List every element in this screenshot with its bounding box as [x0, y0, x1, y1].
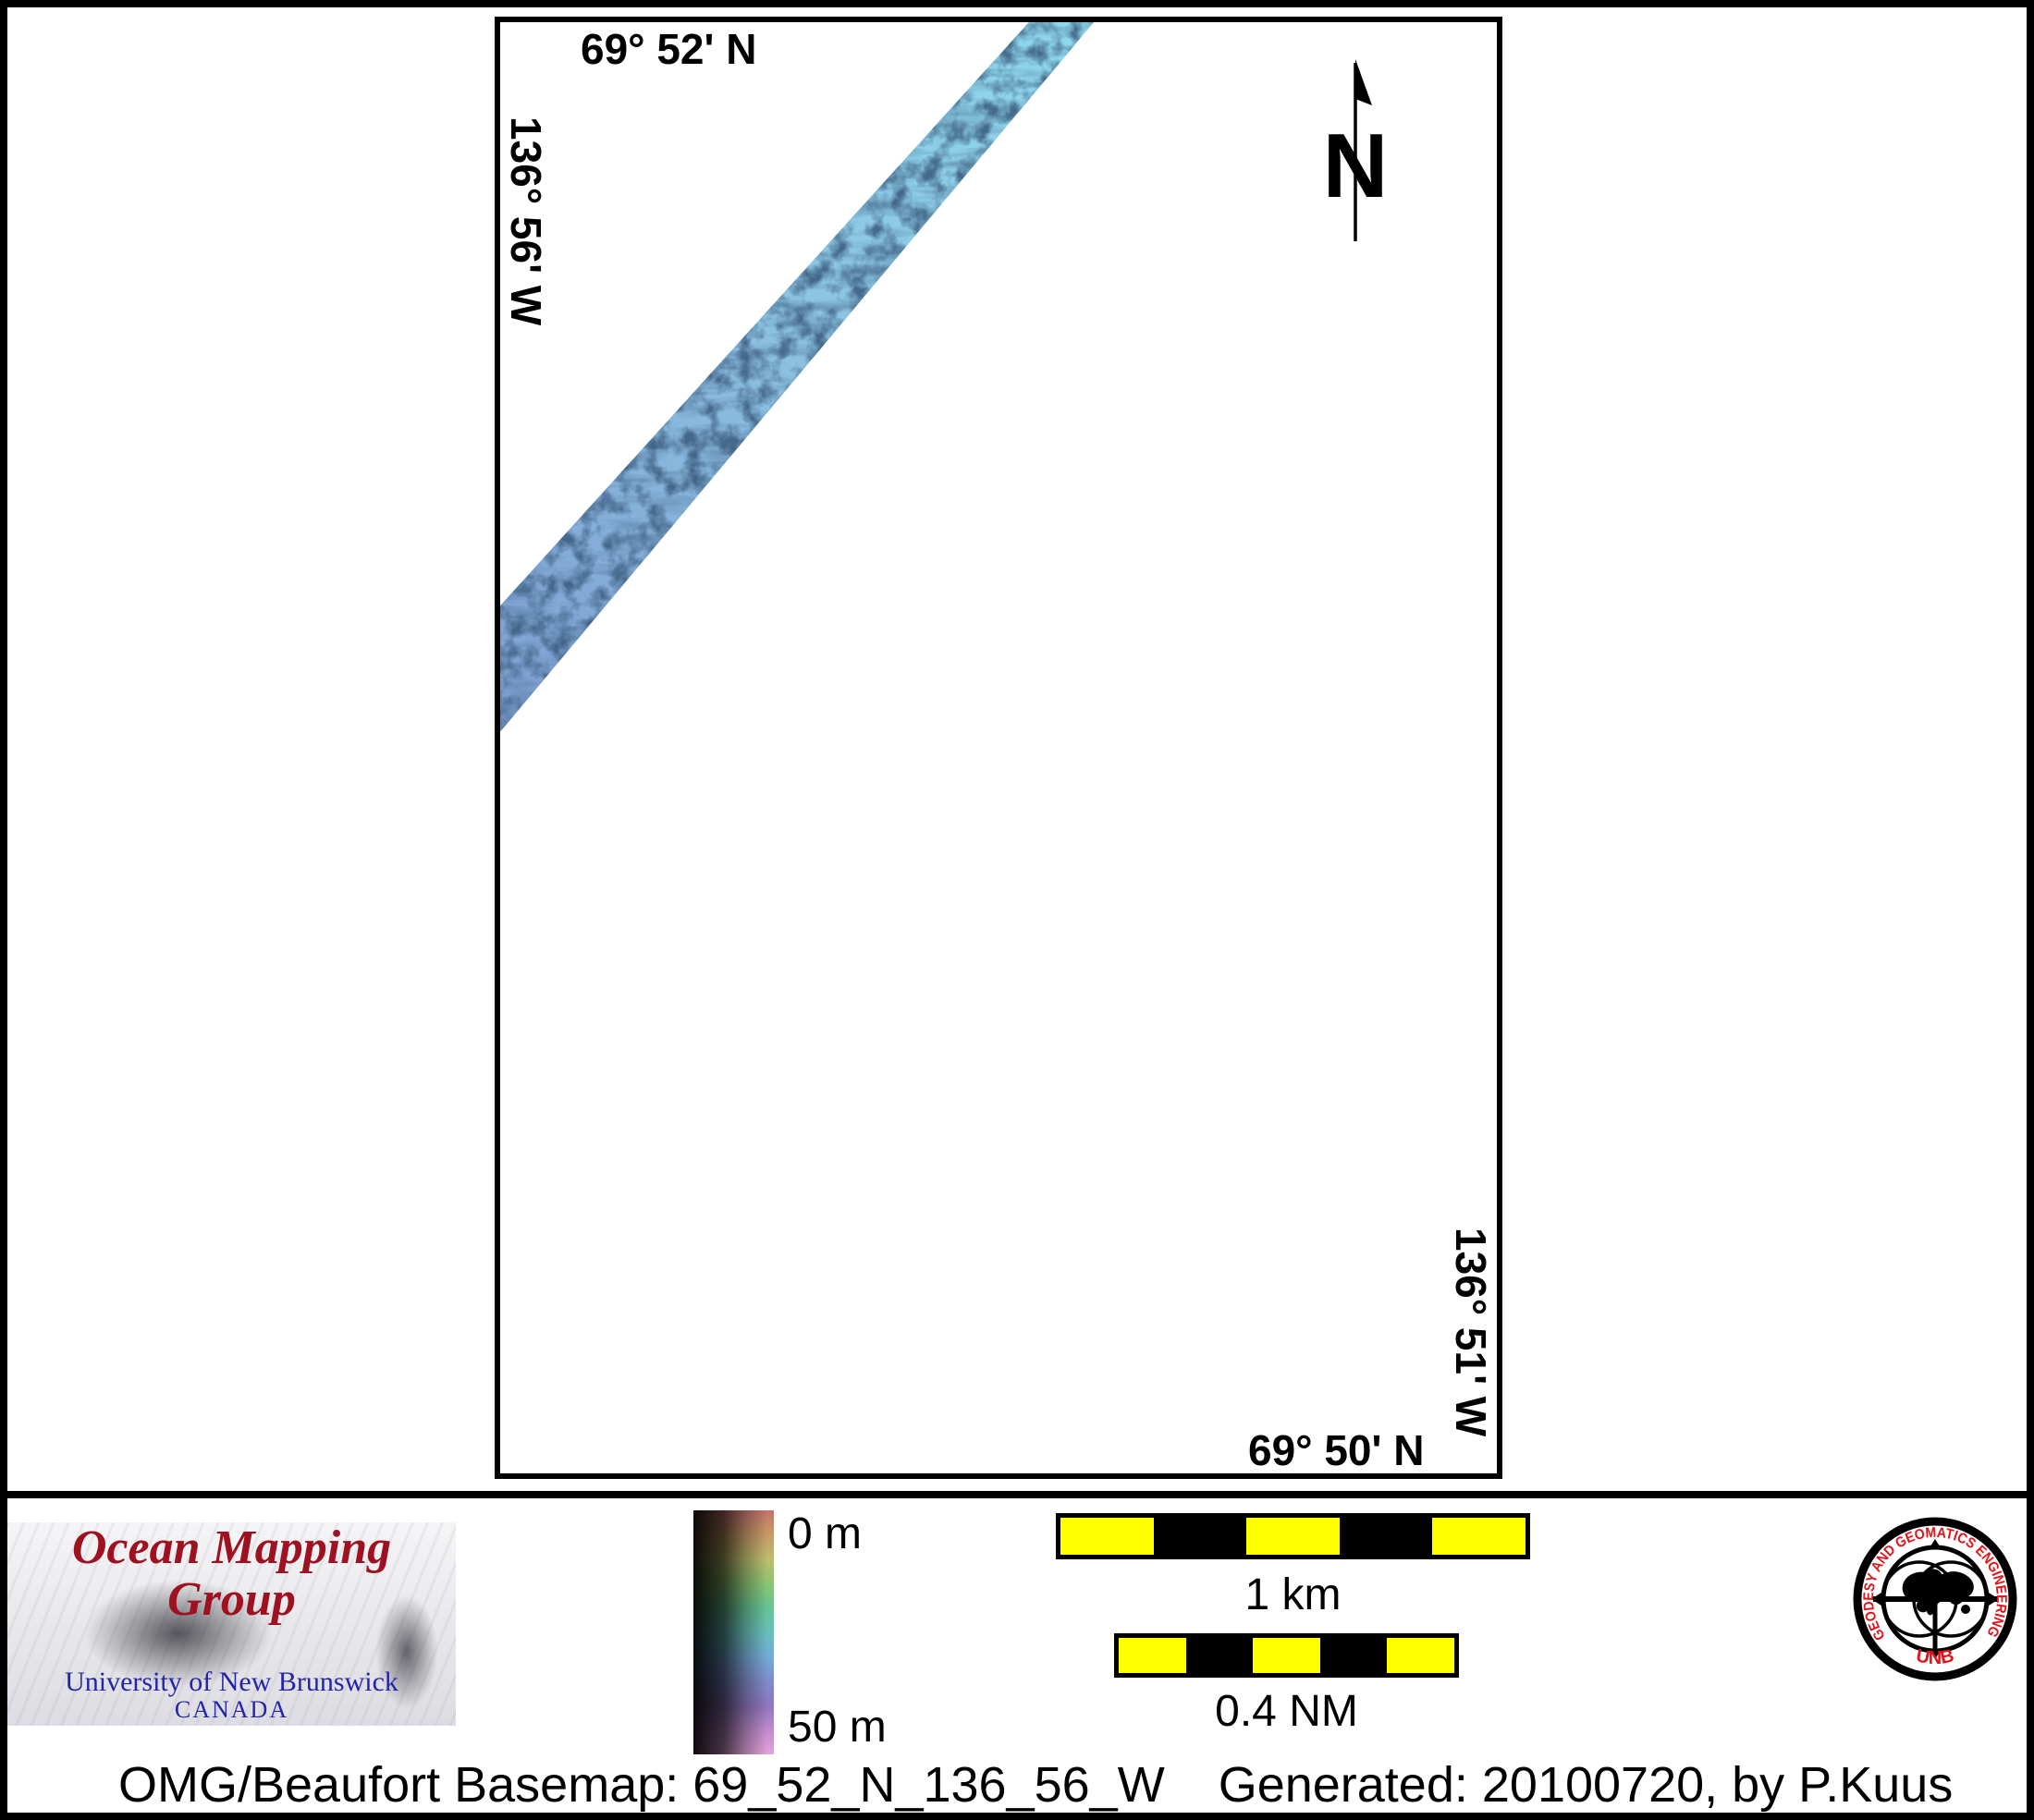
seal-tick-south	[1929, 1649, 1942, 1659]
scalebar-nm	[1114, 1633, 1459, 1678]
north-arrow: N	[1323, 59, 1389, 241]
scalebar-segment	[1432, 1518, 1526, 1555]
map-frame	[495, 17, 1502, 1479]
unb-seal: GEODESY AND GEOMATICS ENGINEERING UNB	[1853, 1517, 2017, 1681]
scalebar-segment	[1253, 1638, 1320, 1673]
scalebar-segment	[1387, 1638, 1454, 1673]
seal-tick-north	[1929, 1539, 1942, 1549]
panel-divider	[0, 1491, 2034, 1498]
seal-tick-west	[1871, 1593, 1881, 1606]
coordinate-label-top: 69° 52' N	[581, 25, 757, 73]
coordinate-label-bottom: 69° 50' N	[1248, 1426, 1425, 1474]
omg-logo: Ocean Mapping Group University of New Br…	[7, 1522, 456, 1726]
scalebar-segment	[1153, 1518, 1247, 1555]
seal-continent-west	[1902, 1569, 1955, 1616]
scalebar-km	[1056, 1513, 1530, 1559]
scalebar-segment	[1246, 1518, 1340, 1555]
omg-logo-country: CANADA	[174, 1696, 289, 1723]
sonar-swath-streaks	[495, 22, 1094, 739]
omg-logo-title: Ocean Mapping Group	[71, 1522, 392, 1627]
colorbar-label-top: 0 m	[788, 1509, 863, 1558]
scalebar-nm-label: 0.4 NM	[1215, 1687, 1358, 1736]
north-arrow-flag	[1355, 59, 1372, 105]
north-arrow-label: N	[1323, 115, 1389, 216]
seal-acronym: UNB	[1915, 1645, 1956, 1668]
seal-tick-east	[1989, 1593, 1999, 1606]
colorbar-label-bottom: 50 m	[788, 1703, 887, 1752]
scalebar-segment	[1119, 1638, 1186, 1673]
coordinate-label-left: 136° 56' W	[502, 116, 550, 326]
generated-caption: Generated: 20100720, by P.Kuus	[1218, 1757, 1954, 1813]
svg-text:UNB: UNB	[1915, 1645, 1956, 1668]
scalebar-segment	[1339, 1518, 1433, 1555]
scalebar-segment	[1319, 1638, 1388, 1673]
footer-caption: OMG/Beaufort Basemap: 69_52_N_136_56_W G…	[118, 1759, 1953, 1812]
legend-panel: Ocean Mapping Group University of New Br…	[7, 1498, 2027, 1813]
scalebar-segment	[1060, 1518, 1154, 1555]
scalebar-km-label: 1 km	[1244, 1570, 1342, 1619]
depth-colorbar	[693, 1510, 774, 1754]
seal-continent-east	[1942, 1571, 1974, 1606]
coordinate-label-right: 136° 51' W	[1447, 1228, 1495, 1437]
basemap-caption: OMG/Beaufort Basemap: 69_52_N_136_56_W	[118, 1757, 1165, 1813]
colorbar-shading	[693, 1510, 774, 1754]
omg-logo-institution: University of New Brunswick	[65, 1667, 398, 1697]
seal-continent-south	[1961, 1605, 1970, 1614]
scalebar-segment	[1185, 1638, 1254, 1673]
